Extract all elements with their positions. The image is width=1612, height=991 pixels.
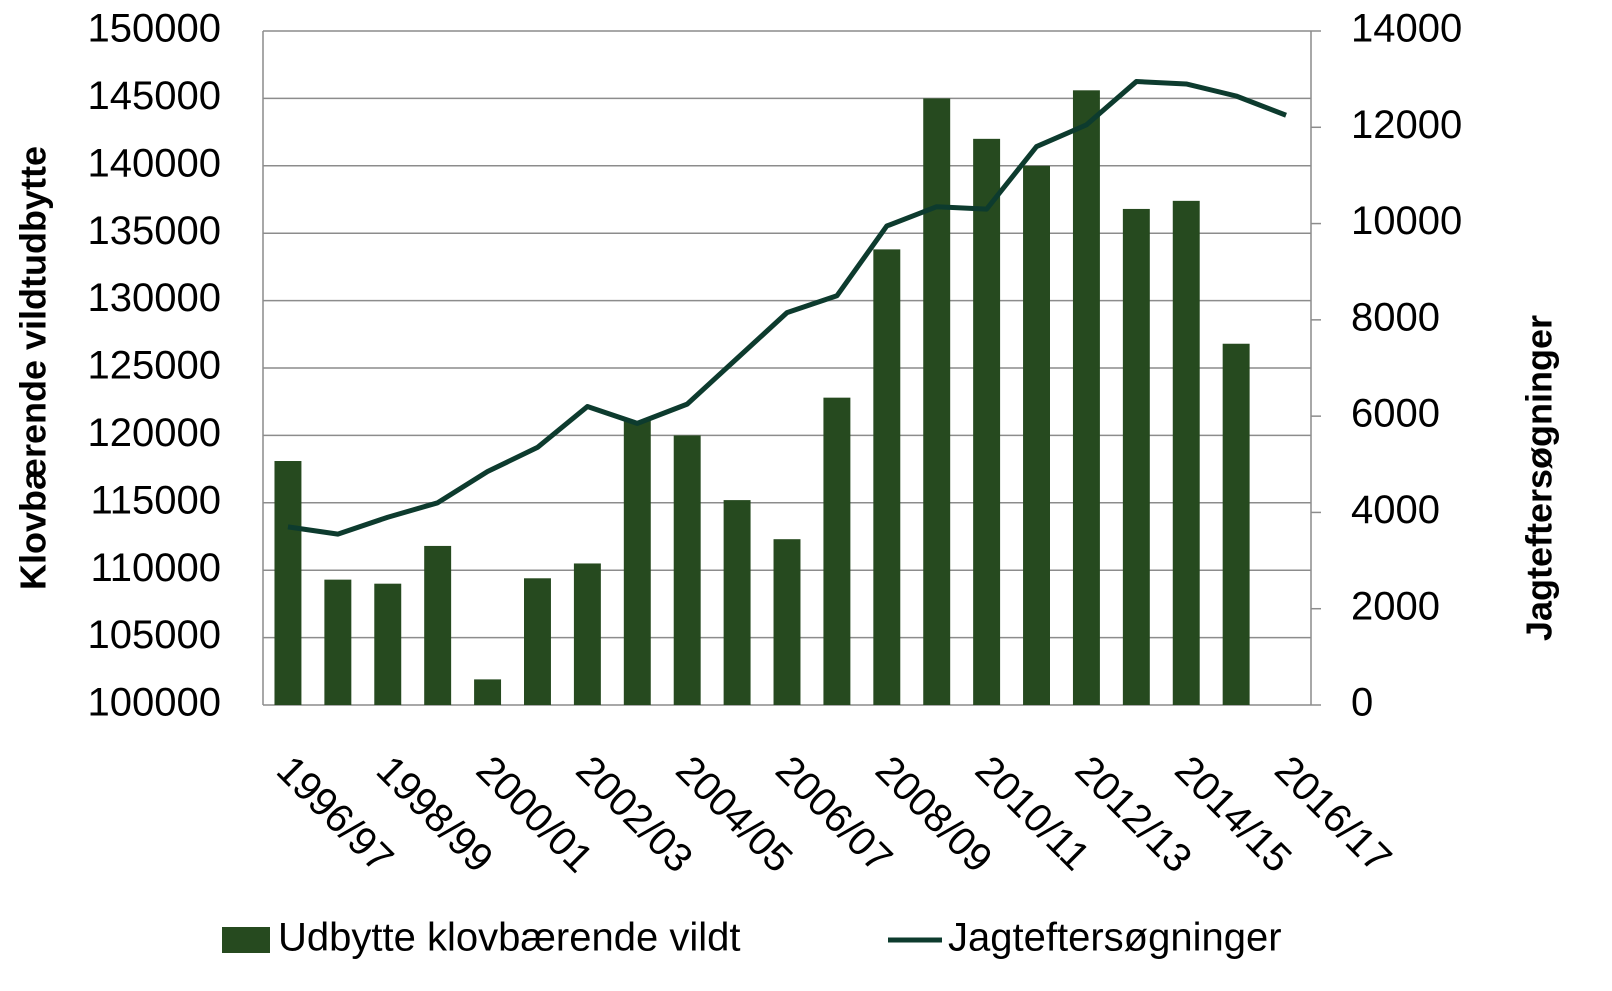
bar xyxy=(474,679,502,705)
y2-tick-label: 2000 xyxy=(1351,584,1440,628)
bar xyxy=(524,578,551,705)
y-tick-label: 115000 xyxy=(90,478,221,522)
y2-axis-title: Jagteftersøgninger xyxy=(1519,315,1560,641)
y-tick-label: 140000 xyxy=(88,141,221,185)
y2-tick-label: 14000 xyxy=(1351,7,1462,51)
line xyxy=(287,79,1287,537)
bar xyxy=(873,249,901,705)
bar xyxy=(274,461,302,705)
y-tick-label: 130000 xyxy=(88,276,221,320)
bar xyxy=(673,435,701,705)
y2-tick-label: 0 xyxy=(1351,681,1373,725)
y-tick-label: 150000 xyxy=(88,7,221,51)
y-tick-label: 125000 xyxy=(88,344,221,388)
bar xyxy=(923,98,951,705)
y-axis-title: Klovbærende vildtudbytte xyxy=(13,146,54,590)
bar xyxy=(773,539,801,705)
legend-label: Jagteftersøgninger xyxy=(948,916,1282,960)
bar xyxy=(723,500,751,705)
y-tick-label: 110000 xyxy=(90,546,221,590)
bar xyxy=(324,579,352,705)
bar xyxy=(1122,208,1150,705)
y2-tick-label: 12000 xyxy=(1351,103,1462,147)
y-tick-label: 120000 xyxy=(88,411,221,455)
bar xyxy=(973,138,1001,706)
legend-label: Udbytte klovbærende vildt xyxy=(278,916,740,960)
bar xyxy=(823,397,851,705)
y-tick-label: 100000 xyxy=(88,681,221,725)
bar xyxy=(1072,90,1100,705)
bar xyxy=(1222,343,1250,705)
bar xyxy=(623,420,651,705)
bar xyxy=(1172,200,1200,705)
y-tick-label: 135000 xyxy=(88,209,221,253)
y2-tick-label: 8000 xyxy=(1351,295,1440,339)
bar xyxy=(1023,165,1050,706)
bar xyxy=(374,583,402,705)
y2-tick-label: 4000 xyxy=(1351,488,1440,532)
bar xyxy=(424,545,452,705)
y2-tick-label: 6000 xyxy=(1351,392,1440,436)
legend-swatch xyxy=(222,927,270,953)
y-tick-label: 145000 xyxy=(88,74,221,118)
y-tick-label: 105000 xyxy=(88,613,221,657)
y2-tick-label: 10000 xyxy=(1351,199,1462,243)
bar xyxy=(573,563,601,705)
